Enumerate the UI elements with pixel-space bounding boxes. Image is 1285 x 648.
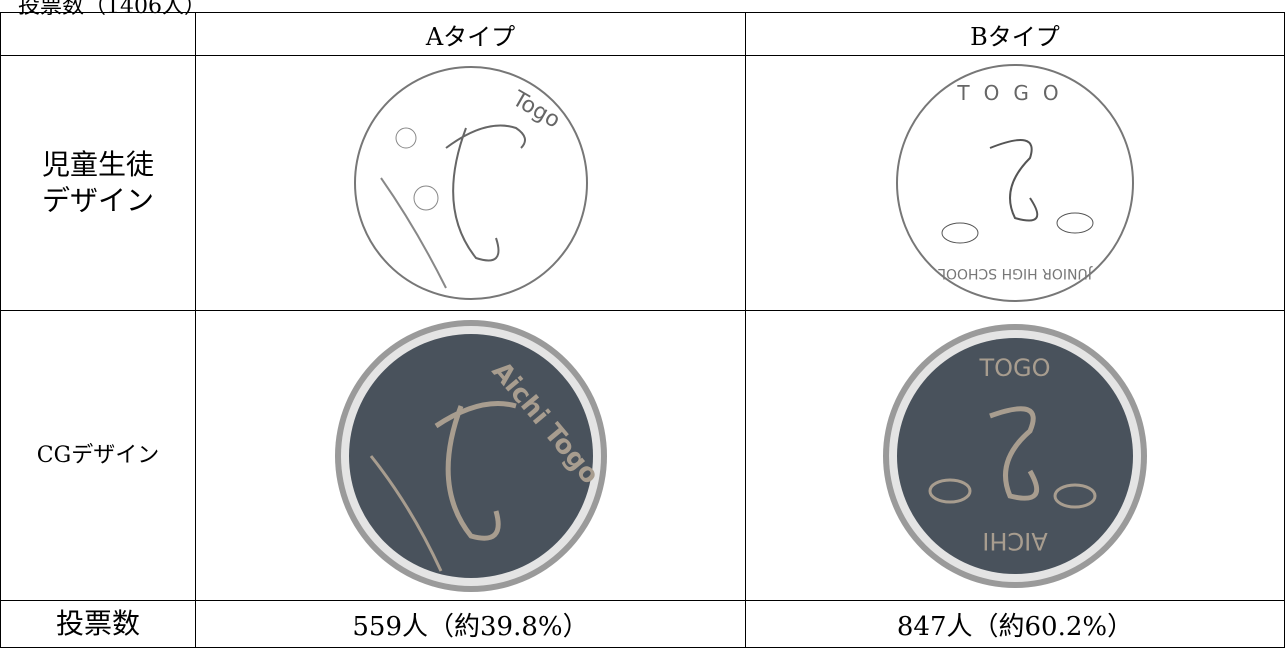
caption: 投票数（1406人） [18,0,206,19]
image-cell: TOGO JUNIOR HIGH SCHOOL [745,55,1285,311]
image-cell: Togo [195,55,746,311]
sketch-b: TOGO JUNIOR HIGH SCHOOL [896,64,1134,302]
cg-text: TOGO [978,354,1050,382]
sketch-text: TOGO [956,81,1072,105]
image-cell: Aichi Togo [195,310,746,601]
label-line: 投票数 [55,607,140,640]
column-header: Bタイプ [745,12,1285,56]
cg-b: TOGO AICHI [883,323,1147,588]
sketch-text: JUNIOR HIGH SCHOOL [938,265,1093,281]
cg-text: AICHI [982,527,1047,555]
row-label: CGデザイン [0,310,196,601]
vote-cell: 847人（約60.2%） [745,600,1285,648]
row-label: 児童生徒 デザイン [0,55,196,311]
corner-cell [0,12,196,56]
label-line: CGデザイン [36,442,160,468]
row-label: 投票数 [0,600,196,648]
vote-cell: 559人（約39.8%） [195,600,746,648]
sketch-a: Togo [353,66,588,300]
image-cell: TOGO AICHI [745,310,1285,601]
label-line: 児童生徒 [41,148,154,181]
cg-a: Aichi Togo [334,319,607,592]
column-header: Aタイプ [195,12,746,56]
label-line: デザイン [41,184,154,217]
